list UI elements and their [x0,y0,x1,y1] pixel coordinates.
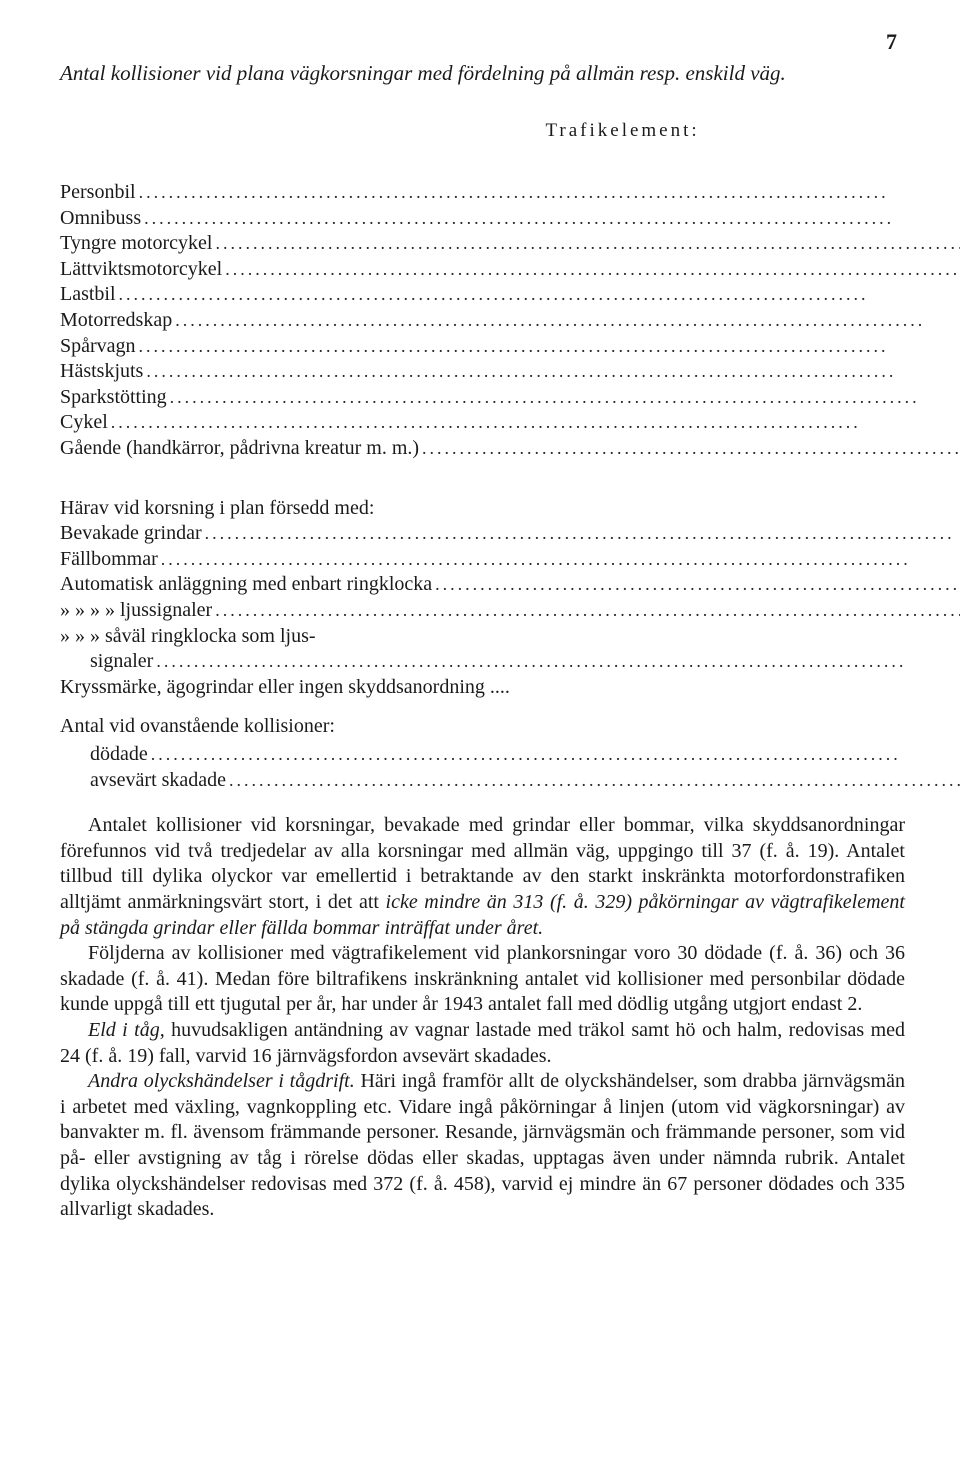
subhead-2: Antal vid ovanstående kollisioner: [60,712,960,742]
table-row: Hästskjuts22426 [60,359,960,385]
row-label: Automatisk anläggning med enbart ringklo… [60,572,435,598]
row-label: Kryssmärke, ägogrindar eller ingen skydd… [60,675,488,701]
table-row: Kryssmärke, ägogrindar eller ingen skydd… [60,675,960,701]
row-label: Sparkstötting [60,385,170,411]
row-label: Gående (handkärror, pådrivna kreatur m. … [60,436,422,462]
row-label: Bevakade grindar [60,521,205,547]
row-label: Lastbil [60,282,119,308]
subhead-1-row: Härav vid korsning i plan försedd med: [60,496,960,522]
row-label: Hästskjuts [60,359,146,385]
table-title: Antal kollisioner vid plana vägkorsninga… [60,60,905,87]
table-row: Lättviktsmotorcykel [60,257,960,283]
table-row: » » » såväl ringklocka som ljus- [60,624,960,650]
table-row: Motorredskap112 [60,308,960,334]
table-row: Lastbil373572 [60,282,960,308]
page-number: 7 [60,28,905,56]
row-label: Personbil [60,180,139,206]
page: 7 Antal kollisioner vid plana vägkorsnin… [0,0,960,1263]
row-label: signaler [90,649,156,675]
table-header-row-1: Trafikelement: Allmän Enskild Summa [60,107,960,131]
row-label: avsevärt skadade [90,768,229,794]
table-row: Sparkstötting [60,385,960,411]
header-left: Trafikelement: [545,120,699,141]
collision-table: Trafikelement: Allmän Enskild Summa väg … [60,107,960,793]
table-row: Fällbommar29231 [60,547,960,573]
table-row: Spårvagn [60,334,960,360]
body-paragraph: Andra olyckshändelser i tågdrift. Häri i… [60,1069,905,1223]
table-row: dödade131730 [60,742,960,768]
table-row: Cykel8412 [60,410,960,436]
row-label: Spårvagn [60,334,139,360]
table-row: Tyngre motorcykel22 [60,231,960,257]
table-row: avsevärt skadade241236 [60,768,960,794]
table-row: Gående (handkärror, pådrivna kreatur m. … [60,436,960,462]
body-paragraph: Antalet kollisioner vid korsningar, beva… [60,813,905,941]
row-label: Fällbommar [60,547,161,573]
table-row: Bevakade grindar66 [60,521,960,547]
table-subheader: Antal kollisioner [60,156,960,180]
row-label: Omnibuss [60,206,144,232]
table-row: signaler1616 [60,649,960,675]
body-paragraph: Följderna av kollisioner med vägtrafikel… [60,941,905,1018]
row-label: Lättviktsmotorcykel [60,257,225,283]
table-row: Automatisk anläggning med enbart ringklo… [60,572,960,598]
subhead-2-row: Antal vid ovanstående kollisioner: [60,712,960,742]
row-label: Motorredskap [60,308,175,334]
table-row: Omnibuss33 [60,206,960,232]
body-paragraph: Eld i tåg, huvudsakligen antändning av v… [60,1018,905,1069]
row-label: » » » » ljussignaler [60,598,215,624]
table-row: » » » » ljussignaler44 [60,598,960,624]
body-text: Antalet kollisioner vid korsningar, beva… [60,813,905,1223]
summa-row: Summa 84 87 171 [60,462,960,496]
table-row: Personbil201030 [60,180,960,206]
row-label: Cykel [60,410,111,436]
row-label: » » » såväl ringklocka som ljus- [60,624,319,650]
row-label: Tyngre motorcykel [60,231,215,257]
subhead-1: Härav vid korsning i plan försedd med: [60,496,960,522]
row-label: dödade [90,742,151,768]
